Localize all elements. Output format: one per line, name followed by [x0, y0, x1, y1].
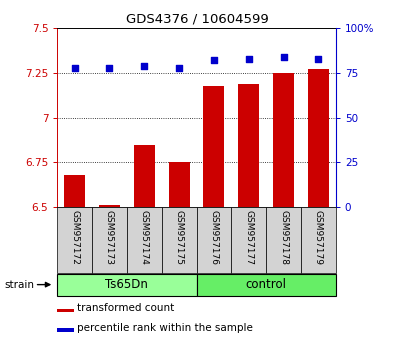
Text: GSM957175: GSM957175	[175, 210, 184, 266]
Text: GDS4376 / 10604599: GDS4376 / 10604599	[126, 12, 269, 25]
Bar	[203, 86, 224, 207]
Bar	[273, 73, 294, 207]
Point	[176, 65, 182, 70]
Point	[211, 58, 217, 63]
Bar	[238, 84, 259, 207]
Text: GSM957172: GSM957172	[70, 210, 79, 265]
Text: GSM957174: GSM957174	[140, 210, 149, 265]
Text: GSM957176: GSM957176	[209, 210, 218, 266]
Text: GSM957177: GSM957177	[244, 210, 253, 266]
Bar	[231, 207, 266, 273]
Bar	[308, 69, 329, 207]
Text: percentile rank within the sample: percentile rank within the sample	[77, 323, 253, 333]
Bar	[197, 207, 231, 273]
Text: strain: strain	[4, 280, 34, 290]
Point	[315, 56, 322, 62]
Bar	[57, 328, 74, 332]
Bar	[266, 207, 301, 273]
Point	[246, 56, 252, 62]
Text: GSM957178: GSM957178	[279, 210, 288, 266]
Bar	[64, 175, 85, 207]
Bar	[197, 274, 336, 296]
Bar	[99, 205, 120, 207]
Point	[141, 63, 147, 69]
Bar	[57, 274, 197, 296]
Text: control: control	[246, 278, 287, 291]
Bar	[57, 309, 74, 312]
Bar	[134, 144, 155, 207]
Bar	[57, 207, 92, 273]
Point	[106, 65, 113, 70]
Text: GSM957173: GSM957173	[105, 210, 114, 266]
Text: Ts65Dn: Ts65Dn	[105, 278, 149, 291]
Point	[71, 65, 78, 70]
Bar	[127, 207, 162, 273]
Bar	[162, 207, 197, 273]
Point	[280, 54, 287, 60]
Bar	[301, 207, 336, 273]
Bar	[169, 162, 190, 207]
Text: GSM957179: GSM957179	[314, 210, 323, 266]
Bar	[92, 207, 127, 273]
Text: transformed count: transformed count	[77, 303, 174, 313]
